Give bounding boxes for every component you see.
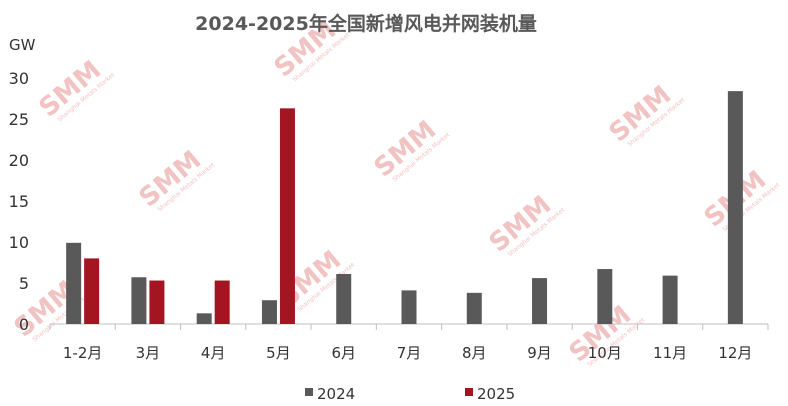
bar-2024 [727,91,743,325]
legend-label-2025: 2025 [477,385,515,403]
bar-2025 [84,258,100,324]
bar-2024 [66,242,82,324]
x-tick-label: 11月 [653,344,687,362]
bar-2024 [662,275,678,324]
x-tick-label: 6月 [331,344,356,362]
y-axis-unit: GW [9,36,36,54]
legend-swatch-2025 [465,388,473,396]
bar-2024 [401,290,417,324]
y-tick-label: 5 [19,274,29,293]
bar-2024 [261,300,277,324]
bar-2024 [131,277,147,324]
y-tick-label: 25 [9,110,29,129]
bar-2025 [214,280,230,324]
x-tick-label: 9月 [527,344,552,362]
y-axis-ticks: 0 5 10 15 20 25 30 [9,69,29,334]
y-tick-label: 20 [9,151,29,170]
x-tick-label: 4月 [201,344,226,362]
x-tick-label: 5月 [266,344,291,362]
x-axis-ticks: 1-2月 3月 4月 5月 6月 7月 8月 9月 10月 11月 12月 [49,324,769,362]
x-tick-label: 8月 [462,344,487,362]
y-tick-label: 10 [9,233,29,252]
bar-2024 [196,313,212,324]
x-tick-label: 10月 [588,344,622,362]
chart-title: 2024-2025年全国新增风电并网装机量 [195,12,537,35]
legend-label-2024: 2024 [317,385,355,403]
bar-2025 [149,280,165,324]
legend-swatch-2024 [305,388,313,396]
y-tick-label: 0 [19,315,29,334]
x-tick-label: 12月 [718,344,752,362]
x-tick-label: 1-2月 [63,344,103,362]
bar-2024 [466,292,482,324]
bar-2025 [279,108,295,324]
bar-2024 [532,278,548,324]
bar-2024 [597,269,613,324]
x-tick-label: 7月 [397,344,422,362]
y-tick-label: 15 [9,192,29,211]
y-tick-label: 30 [9,69,29,88]
bar-2024 [336,273,352,324]
legend: 2024 2025 [305,385,515,403]
bars-layer [66,91,743,325]
x-tick-label: 3月 [136,344,161,362]
